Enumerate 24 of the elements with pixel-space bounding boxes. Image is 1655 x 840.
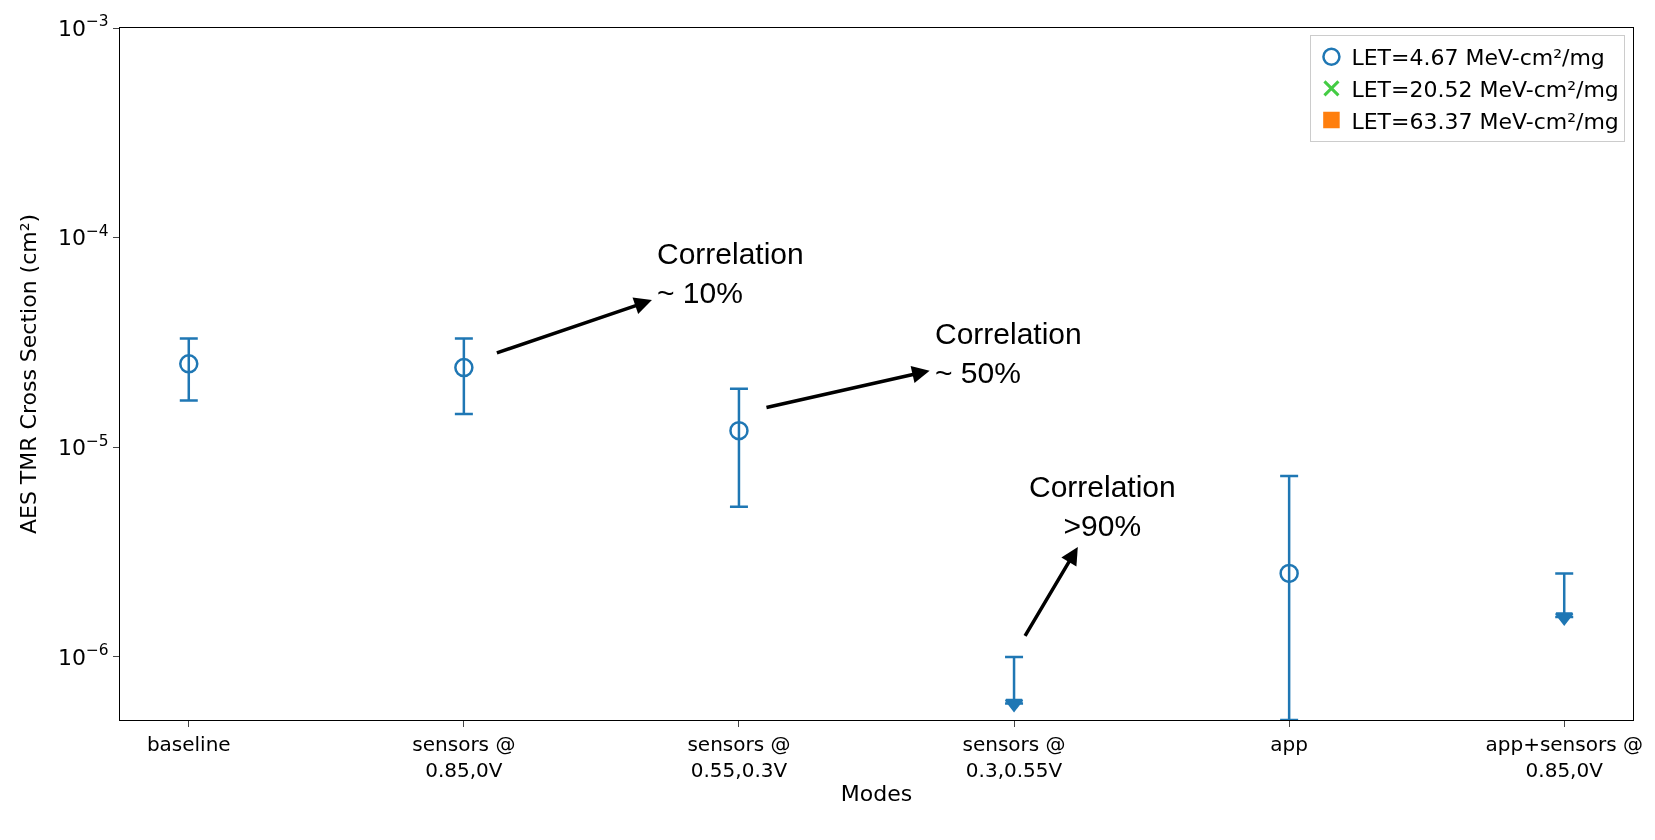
annotation: Correlation ~ 10% — [657, 237, 804, 309]
x-tick-label: sensors @ 0.55,0.3V — [687, 732, 791, 782]
annotation: Correlation ~ 50% — [935, 317, 1082, 389]
legend-label: LET=20.52 MeV-cm²/mg — [1351, 76, 1619, 102]
point — [1004, 698, 1024, 712]
y-tick-label: 10$^{−3}$ — [57, 12, 109, 41]
y-axis-title: AES TMR Cross Section (cm²) — [15, 213, 41, 535]
x-tick-label: app+sensors @ 0.85,0V — [1485, 732, 1643, 782]
point — [729, 420, 749, 441]
y-tick-label: 10$^{−6}$ — [57, 641, 109, 670]
point — [1554, 612, 1574, 626]
annotation: Correlation >90% — [1029, 470, 1176, 542]
y-tick-label: 10$^{−5}$ — [57, 431, 109, 460]
legend-label: LET=4.67 MeV-cm²/mg — [1351, 45, 1605, 71]
y-tick-label: 10$^{−4}$ — [57, 222, 109, 251]
point — [1279, 563, 1299, 584]
legend-label: LET=63.37 MeV-cm²/mg — [1351, 108, 1619, 134]
point — [454, 357, 474, 378]
x-axis-title: Modes — [840, 780, 913, 806]
point — [179, 354, 199, 374]
x-tick-label: sensors @ 0.3,0.55V — [962, 732, 1066, 782]
x-tick-label: app — [1270, 732, 1308, 756]
x-tick-label: sensors @ 0.85,0V — [412, 732, 516, 782]
x-tick-label: baseline — [146, 732, 231, 756]
